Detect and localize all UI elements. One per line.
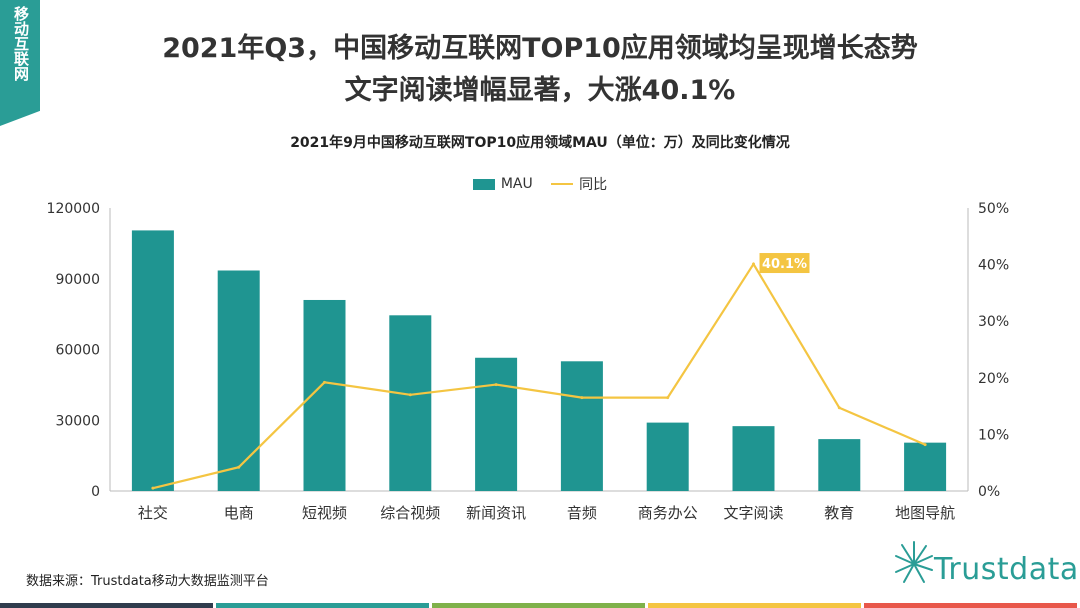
- x-category-label: 新闻资讯: [466, 504, 526, 522]
- footer-bar-segment: [0, 603, 213, 608]
- bar-mau: [646, 422, 689, 491]
- annotation-badge-bg: [759, 253, 810, 274]
- footer-bar-segment: [432, 603, 645, 608]
- trustdata-logo: Trustdata: [890, 536, 1078, 588]
- bar-mau: [131, 230, 174, 491]
- bar-mau: [475, 357, 518, 491]
- y-right-tick-label: 50%: [978, 201, 1009, 217]
- page-subtitle-headline: 文字阅读增幅显著，大涨40.1%: [344, 75, 736, 106]
- x-category-label: 短视频: [302, 504, 347, 522]
- logo-wordmark: Trustdata: [934, 552, 1079, 587]
- line-yoy: [152, 261, 926, 490]
- x-category-label: 电商: [224, 504, 254, 522]
- point-yoy: [666, 396, 670, 400]
- annotation-label: 40.1%: [762, 257, 807, 272]
- data-source-note: 数据来源：Trustdata移动大数据监测平台: [26, 574, 269, 589]
- page-title: 2021年Q3，中国移动互联网TOP10应用领域均呈现增长态势: [162, 33, 918, 64]
- section-tag-label: 移动互联网: [12, 6, 30, 81]
- chart-legend: MAU 同比: [0, 174, 1080, 194]
- bar-mau: [818, 439, 861, 491]
- x-category-label: 教育: [824, 504, 854, 522]
- legend-swatch-yoy: [551, 183, 574, 185]
- point-yoy: [494, 383, 498, 387]
- legend-label-yoy: 同比: [579, 177, 608, 193]
- y-left-tick-label: 30000: [55, 413, 100, 429]
- point-yoy: [237, 465, 241, 469]
- footer-bar-segment: [216, 603, 429, 608]
- x-category-label: 地图导航: [895, 504, 955, 522]
- x-category-label: 文字阅读: [723, 504, 783, 522]
- point-yoy: [923, 443, 927, 447]
- footer-bar-segment: [648, 603, 861, 608]
- y-right-tick-label: 0%: [978, 484, 1000, 500]
- chart-title: 2021年9月中国移动互联网TOP10应用领域MAU（单位：万）及同比变化情况: [290, 135, 790, 151]
- y-right-tick-label: 30%: [978, 314, 1009, 330]
- legend-swatch-mau: [472, 178, 495, 190]
- point-yoy: [837, 406, 841, 410]
- y-left-tick-label: 90000: [55, 272, 100, 288]
- bar-mau: [904, 442, 947, 491]
- y-left-tick-label: 120000: [47, 201, 100, 217]
- x-category-label: 综合视频: [380, 504, 440, 522]
- y-right-tick-label: 20%: [978, 371, 1009, 387]
- point-yoy: [323, 380, 326, 384]
- point-yoy: [580, 396, 584, 400]
- y-right-tick-label: 40%: [978, 258, 1009, 274]
- x-category-label: 商务办公: [638, 504, 698, 522]
- legend-label-mau: MAU: [500, 176, 533, 192]
- bar-mau: [389, 315, 432, 491]
- footer-color-bar: [0, 603, 1080, 608]
- bar-mau: [560, 361, 603, 491]
- footer-bar-segment: [864, 603, 1077, 608]
- x-category-label: 音频: [567, 504, 597, 522]
- bar-mau: [732, 426, 775, 491]
- section-tag: 移动互联网: [0, 0, 40, 126]
- x-category-label: 社交: [138, 504, 168, 522]
- starburst-icon: [895, 541, 933, 583]
- point-yoy: [408, 393, 412, 397]
- y-left-tick-label: 0: [91, 484, 100, 500]
- y-right-tick-label: 10%: [978, 427, 1009, 443]
- point-yoy: [151, 486, 155, 490]
- y-left-tick-label: 60000: [55, 343, 100, 359]
- bar-mau: [217, 270, 260, 491]
- point-yoy: [752, 262, 755, 266]
